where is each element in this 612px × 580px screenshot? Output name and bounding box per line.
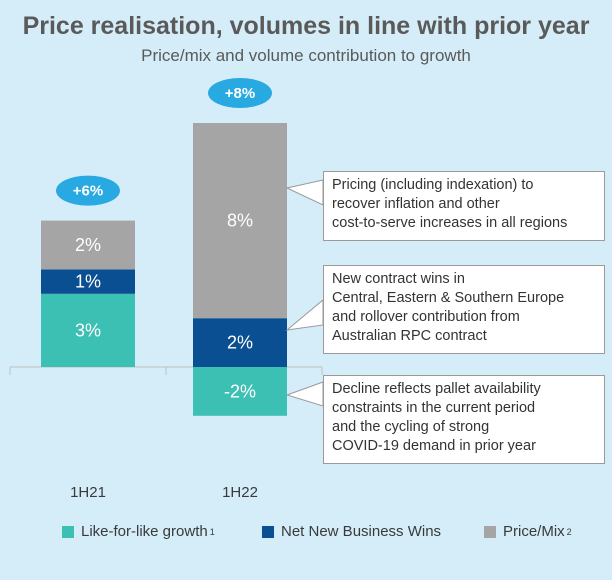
legend-label-price-mix: Price/Mix [503,523,565,540]
chart-subtitle: Price/mix and volume contribution to gro… [141,46,471,65]
data-label-nnbw-1h21: 1% [75,272,101,292]
callout-line: Decline reflects pallet availability [332,381,541,397]
callout-line: New contract wins in [332,271,465,287]
callout-pointer-0 [285,179,324,206]
callout-line: Central, Eastern & Southern Europe [332,290,565,306]
bar-nnbw-1h22 [193,318,287,367]
total-badge-1h21 [56,175,120,206]
legend-footnote-lfl: 1 [209,526,215,537]
callout-line: Pricing (including indexation) to [332,177,534,193]
bar-price-mix-1h22 [193,123,287,319]
data-label-lfl-1h22: -2% [224,381,256,401]
callout-line: constraints in the current period [332,400,536,416]
bar-lfl-1h22 [193,367,287,416]
legend-item-nnbw: Net New Business Wins [262,523,441,540]
total-label-1h21: +6% [73,183,103,200]
legend-item-price-mix: Price/Mix 2 [484,523,572,540]
bar-lfl-1h21 [41,293,135,367]
callout-like-for-like: Decline reflects pallet availability cons… [323,375,605,464]
legend-label-nnbw: Net New Business Wins [281,523,442,540]
legend-swatch-lfl [62,525,74,538]
chart-legend: Like-for-like growth 1 Net New Business W… [0,523,612,553]
legend-item-lfl: Like-for-like growth 1 [62,523,215,540]
bar-price-mix-1h21 [41,220,135,270]
chart-title: Price realisation, volumes in line with … [22,12,590,40]
data-label-nnbw-1h22: 2% [227,333,253,353]
total-badge-1h22 [208,78,272,108]
legend-swatch-price-mix [484,525,496,538]
category-label-1h22: 1H22 [222,484,258,501]
legend-footnote-price-mix: 2 [566,526,572,537]
bar-nnbw-1h21 [41,269,135,294]
category-label-1h21: 1H21 [70,484,106,501]
legend-swatch-nnbw [262,525,274,538]
data-label-price-mix-1h22: 8% [227,211,253,231]
callout-pointer-2 [285,381,324,407]
callout-line: Australian RPC contract [332,328,487,344]
callout-new-business: New contract wins in Central, Eastern & S… [323,265,605,354]
data-label-lfl-1h21: 3% [75,320,101,340]
callout-price-mix: Pricing (including indexation) to recover… [323,171,605,241]
callout-pointer-1 [285,298,324,331]
callout-line: and rollover contribution from [332,309,520,325]
callout-line: cost-to-serve increases in all regions [332,215,568,231]
total-label-1h22: +8% [225,85,255,102]
callout-line: and the cycling of strong [332,419,490,435]
legend-label-lfl: Like-for-like growth [81,523,208,540]
callout-line: recover inflation and other [332,196,500,212]
data-label-price-mix-1h21: 2% [75,235,101,255]
callout-line: COVID-19 demand in prior year [332,438,536,454]
